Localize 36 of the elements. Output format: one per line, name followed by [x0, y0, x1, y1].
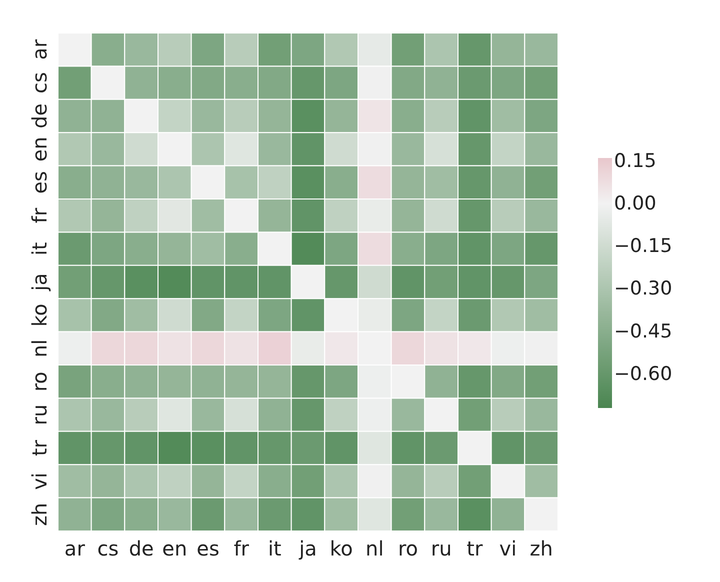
y-tick-label: es [28, 171, 52, 194]
x-tick-label: cs [97, 536, 119, 560]
color-bar-label: 0.15 [614, 150, 656, 172]
color-bar-label: −0.15 [614, 235, 672, 258]
x-tick-label: en [162, 536, 188, 560]
x-tick-label: fr [234, 536, 250, 560]
y-tick-label: ja [28, 273, 52, 292]
y-tick-label: tr [28, 439, 52, 456]
y-tick-label: en [28, 136, 52, 162]
x-tick-label: ja [298, 536, 317, 560]
x-tick-label: tr [466, 536, 484, 560]
y-tick-label: de [28, 104, 52, 128]
x-tick-label: ro [398, 536, 418, 560]
y-tick-label: ko [28, 304, 52, 327]
x-tick-label: ko [330, 536, 353, 560]
color-bar-label: −0.60 [614, 362, 672, 385]
x-tick-label: it [268, 536, 282, 560]
y-tick-label: cs [28, 72, 52, 94]
y-tick-label: ar [28, 38, 52, 60]
x-tick-label: de [128, 536, 154, 560]
y-tick-label: ru [28, 404, 52, 426]
color-bar-label: 0.00 [614, 192, 656, 214]
color-bar-label: −0.45 [614, 320, 672, 342]
x-tick-label: ar [64, 536, 86, 560]
y-tick-label: ro [28, 372, 52, 392]
y-tick-label: it [28, 242, 52, 256]
x-tick-label: ru [430, 536, 452, 560]
y-tick-label: nl [28, 339, 52, 358]
x-tick-label: nl [366, 536, 384, 560]
y-tick-label: zh [28, 502, 52, 526]
color-bar-label: −0.30 [614, 278, 672, 300]
y-tick-label: vi [28, 472, 52, 490]
x-tick-label: es [196, 536, 220, 560]
x-tick-label: vi [499, 536, 517, 560]
y-tick-label: fr [28, 207, 52, 224]
x-tick-label: zh [530, 536, 553, 560]
